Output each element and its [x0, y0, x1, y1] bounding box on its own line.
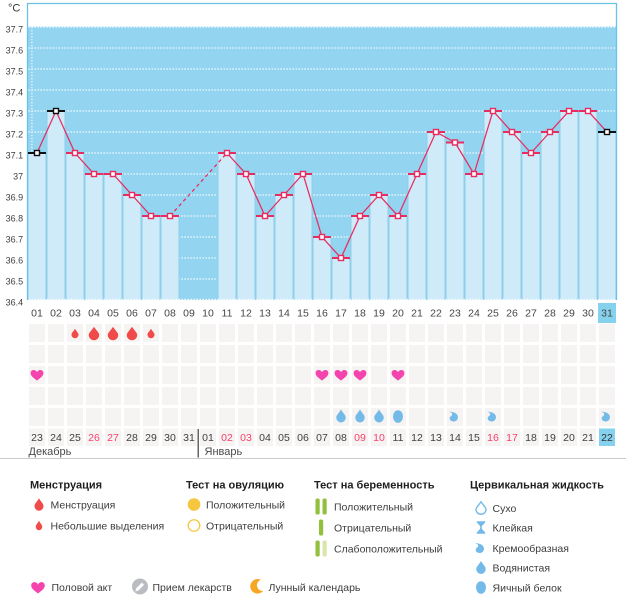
svg-text:22: 22: [430, 308, 442, 320]
svg-text:15: 15: [297, 308, 309, 320]
svg-text:Тест на беременность: Тест на беременность: [314, 480, 435, 492]
svg-text:17: 17: [335, 308, 347, 320]
svg-text:°C: °C: [8, 3, 20, 15]
svg-text:Отрицательный: Отрицательный: [206, 521, 283, 533]
svg-text:37.3: 37.3: [6, 109, 24, 119]
svg-text:16: 16: [316, 308, 328, 320]
svg-text:19: 19: [544, 432, 556, 444]
svg-text:24: 24: [468, 308, 480, 320]
svg-text:19: 19: [373, 308, 385, 320]
svg-text:28: 28: [126, 432, 138, 444]
svg-text:20: 20: [563, 432, 575, 444]
svg-text:27: 27: [525, 308, 537, 320]
svg-text:18: 18: [354, 308, 366, 320]
svg-text:07: 07: [145, 308, 157, 320]
svg-text:04: 04: [88, 308, 100, 320]
svg-text:30: 30: [164, 432, 176, 444]
svg-text:36.9: 36.9: [6, 193, 24, 203]
svg-text:Половой акт: Половой акт: [52, 582, 113, 594]
svg-text:02: 02: [50, 308, 62, 320]
svg-text:Менструация: Менструация: [51, 500, 116, 512]
svg-text:13: 13: [430, 432, 442, 444]
svg-text:37.6: 37.6: [6, 46, 24, 56]
svg-text:04: 04: [259, 432, 271, 444]
svg-text:37.7: 37.7: [6, 25, 24, 35]
svg-text:Декабрь: Декабрь: [29, 446, 72, 458]
svg-text:11: 11: [222, 308, 233, 320]
svg-text:36.5: 36.5: [6, 277, 24, 287]
svg-text:Положительный: Положительный: [334, 502, 413, 514]
svg-text:28: 28: [544, 308, 556, 320]
svg-text:13: 13: [259, 308, 271, 320]
svg-text:06: 06: [126, 308, 138, 320]
svg-text:Тест на овуляцию: Тест на овуляцию: [186, 480, 284, 492]
svg-text:01: 01: [31, 308, 43, 320]
svg-text:31: 31: [183, 432, 195, 444]
svg-text:06: 06: [297, 432, 309, 444]
svg-text:37: 37: [13, 172, 23, 182]
svg-text:23: 23: [31, 432, 43, 444]
svg-text:29: 29: [145, 432, 157, 444]
svg-text:11: 11: [393, 432, 404, 444]
svg-text:36.4: 36.4: [6, 298, 24, 308]
svg-text:09: 09: [354, 432, 366, 444]
svg-text:Слабоположительный: Слабоположительный: [334, 544, 443, 556]
svg-text:37.2: 37.2: [6, 130, 24, 140]
svg-text:Яичный белок: Яичный белок: [493, 583, 563, 595]
svg-text:12: 12: [240, 308, 252, 320]
svg-text:18: 18: [525, 432, 537, 444]
svg-text:03: 03: [240, 432, 252, 444]
svg-text:37.5: 37.5: [6, 67, 24, 77]
svg-text:01: 01: [202, 432, 214, 444]
svg-text:31: 31: [601, 308, 613, 320]
svg-text:10: 10: [202, 308, 214, 320]
svg-text:36.6: 36.6: [6, 256, 24, 266]
svg-text:02: 02: [221, 432, 233, 444]
svg-text:14: 14: [449, 432, 461, 444]
svg-text:21: 21: [582, 432, 594, 444]
svg-text:23: 23: [449, 308, 461, 320]
svg-text:Лунный календарь: Лунный календарь: [269, 582, 361, 594]
svg-text:37.1: 37.1: [6, 151, 24, 161]
svg-text:30: 30: [582, 308, 594, 320]
svg-text:25: 25: [487, 308, 499, 320]
svg-text:15: 15: [468, 432, 480, 444]
svg-text:05: 05: [278, 432, 290, 444]
svg-text:25: 25: [69, 432, 81, 444]
svg-text:03: 03: [69, 308, 81, 320]
svg-text:12: 12: [411, 432, 423, 444]
svg-text:Прием лекарств: Прием лекарств: [153, 582, 233, 594]
svg-text:Отрицательный: Отрицательный: [334, 523, 411, 535]
svg-text:21: 21: [411, 308, 423, 320]
svg-text:Положительный: Положительный: [206, 500, 285, 512]
svg-text:26: 26: [506, 308, 518, 320]
svg-text:22: 22: [601, 432, 613, 444]
svg-text:Водянистая: Водянистая: [493, 563, 551, 575]
svg-text:07: 07: [316, 432, 328, 444]
svg-text:Кремообразная: Кремообразная: [493, 543, 569, 555]
svg-text:36.7: 36.7: [6, 235, 24, 245]
svg-text:16: 16: [487, 432, 499, 444]
svg-text:Небольшие выделения: Небольшие выделения: [51, 521, 165, 533]
svg-text:08: 08: [164, 308, 176, 320]
svg-text:37.4: 37.4: [6, 88, 24, 98]
svg-text:05: 05: [107, 308, 119, 320]
svg-text:09: 09: [183, 308, 195, 320]
svg-text:Январь: Январь: [205, 446, 243, 458]
svg-text:08: 08: [335, 432, 347, 444]
svg-text:24: 24: [50, 432, 62, 444]
svg-text:26: 26: [88, 432, 100, 444]
svg-text:10: 10: [373, 432, 385, 444]
svg-text:20: 20: [392, 308, 404, 320]
svg-text:Цервикальная жидкость: Цервикальная жидкость: [470, 480, 604, 492]
svg-text:27: 27: [107, 432, 119, 444]
svg-text:29: 29: [563, 308, 575, 320]
svg-text:17: 17: [506, 432, 518, 444]
svg-text:36.8: 36.8: [6, 214, 24, 224]
svg-text:Клейкая: Клейкая: [493, 523, 533, 535]
svg-text:Сухо: Сухо: [493, 503, 517, 515]
svg-text:Менструация: Менструация: [30, 480, 102, 492]
svg-text:14: 14: [278, 308, 290, 320]
